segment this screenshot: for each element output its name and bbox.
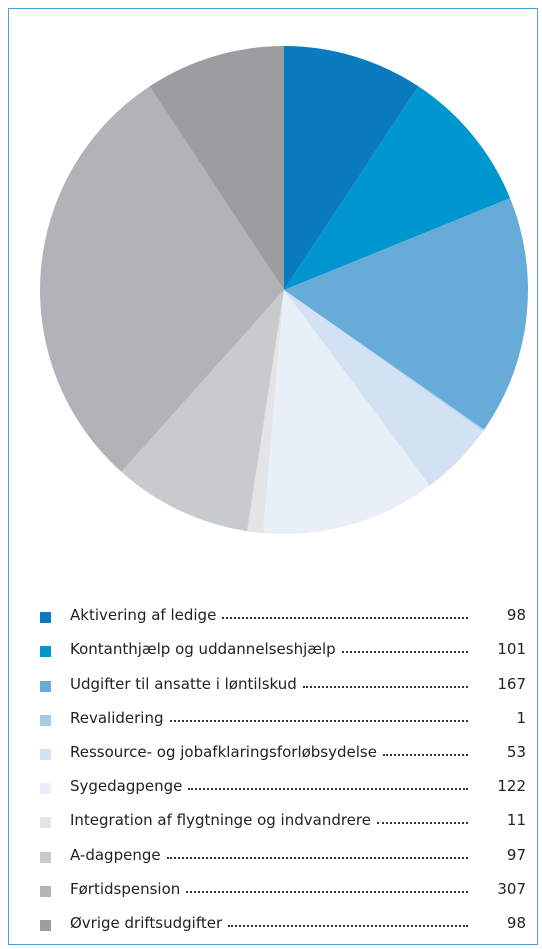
legend-value: 101 — [497, 640, 526, 659]
leader-dots — [302, 685, 468, 688]
leader-dots — [186, 890, 468, 893]
legend-item: Kontanthjælp og uddannelseshjælp 101 — [40, 624, 526, 658]
legend-swatch — [40, 817, 51, 829]
legend-label: Ressource- og jobafklaringsforløbsydelse — [70, 742, 377, 761]
legend-swatch — [40, 851, 51, 863]
legend-label: A-dagpenge — [70, 845, 161, 864]
leader-dots — [222, 617, 468, 620]
leader-dots — [341, 651, 468, 654]
legend-label: Integration af flygtninge og indvandrere — [70, 811, 371, 830]
legend-swatch — [40, 919, 51, 931]
pie-slice — [149, 46, 284, 290]
legend-value: 97 — [506, 845, 526, 864]
legend-label: Kontanthjælp og uddannelseshjælp — [70, 640, 336, 659]
legend-item: A-dagpenge 97 — [40, 829, 526, 864]
legend-item: Integration af flygtninge og indvandrere… — [40, 795, 526, 829]
legend-label: Sygedagpenge — [70, 777, 183, 796]
pie-slice — [247, 290, 284, 534]
legend-item: Øvrige driftsudgifter 98 — [40, 898, 526, 932]
leader-dots — [188, 788, 468, 791]
pie-slice — [262, 290, 430, 534]
legend-item: Revalidering 1 — [40, 693, 526, 727]
legend-item: Ressource- og jobafklaringsforløbsydelse… — [40, 727, 526, 761]
pie-slice — [284, 46, 419, 290]
leader-dots — [376, 822, 468, 825]
legend: Aktivering af ledige 98 Kontanthjælp og ud… — [40, 590, 526, 932]
legend-item: Aktivering af ledige 98 — [40, 590, 526, 624]
pie-slice — [121, 290, 284, 532]
legend-swatch — [40, 885, 51, 897]
leader-dots — [382, 753, 468, 756]
leader-dots — [169, 719, 468, 722]
legend-swatch — [40, 680, 51, 692]
legend-swatch — [40, 748, 51, 760]
legend-item: Førtidspension 307 — [40, 864, 526, 898]
legend-value: 122 — [497, 777, 526, 796]
legend-label: Øvrige driftsudgifter — [70, 913, 223, 932]
legend-item: Sygedagpenge 122 — [40, 761, 526, 795]
pie-chart — [40, 46, 528, 534]
legend-swatch — [40, 714, 51, 726]
legend-value: 167 — [497, 674, 526, 693]
pie-slice — [40, 86, 285, 472]
legend-label: Aktivering af ledige — [70, 606, 217, 625]
legend-value: 98 — [506, 606, 526, 625]
legend-value: 1 — [516, 708, 526, 727]
pie-slice — [284, 290, 484, 486]
legend-label: Førtidspension — [70, 879, 181, 898]
legend-value: 98 — [506, 913, 526, 932]
legend-label: Udgifter til ansatte i løntilskud — [70, 674, 297, 693]
legend-label: Revalidering — [70, 708, 164, 727]
legend-value: 53 — [506, 742, 526, 761]
leader-dots — [228, 924, 468, 927]
legend-value: 307 — [497, 879, 526, 898]
legend-swatch — [40, 612, 51, 624]
pie-slice — [284, 198, 528, 430]
legend-swatch — [40, 646, 51, 658]
legend-swatch — [40, 783, 51, 795]
frame — [8, 8, 538, 945]
legend-item: Udgifter til ansatte i løntilskud 167 — [40, 658, 526, 693]
pie-slice — [284, 86, 511, 290]
pie-slice — [284, 290, 485, 431]
legend-value: 11 — [506, 811, 526, 830]
leader-dots — [166, 856, 468, 859]
